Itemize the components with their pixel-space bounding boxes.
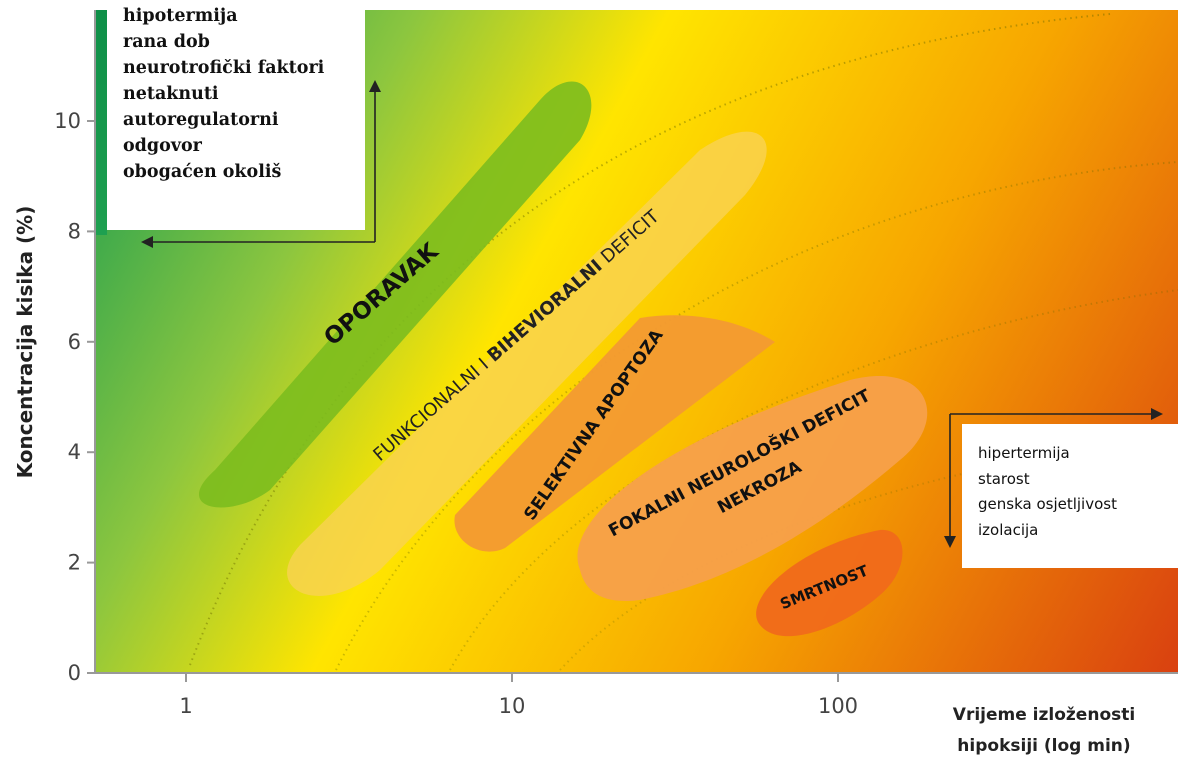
protective-factor: rana dob [123,32,210,52]
y-tick-label: 10 [54,109,81,133]
arrow-risk [949,413,1155,540]
protective-factors-box: hipotermija rana dob neurotrofički fakto… [107,0,365,230]
protective-factor: hipotermija [123,6,238,26]
iso-curve-1 [189,13,1111,666]
y-tick-label: 0 [68,661,81,685]
x-axis-title-line-1: Vrijeme izloženosti [953,705,1135,725]
x-tick-label: 100 [818,694,858,718]
x-ticks: 1 10 100 [179,673,858,718]
x-tick-label: 1 [179,694,192,718]
arrow-protective [150,88,376,243]
y-tick-label: 2 [68,551,81,575]
y-tick-label: 8 [68,219,81,243]
risk-factor: starost [978,469,1030,488]
y-tick-label: 6 [68,330,81,354]
arrowhead-up [369,80,381,92]
risk-factor: izolacija [978,520,1039,539]
risk-factors-box: hipertermija starost genska osjetljivost… [962,424,1178,568]
arrowhead-right [1151,408,1163,420]
risk-factor: hipertermija [978,444,1070,462]
protective-factor: neurotrofički faktori [123,58,325,78]
x-axis-title-line-2: hipoksiji (log min) [957,736,1130,756]
arrowhead-left [141,236,153,248]
y-tick-label: 4 [68,440,81,464]
y-axis-title: Koncentracija kisika (%) [13,206,37,479]
risk-factor: genska osjetljivost [978,495,1117,513]
protective-factor: netaknuti [123,84,219,104]
arrowhead-down [944,536,956,548]
zone-smrtnost: SMRTNOST [756,529,903,637]
left-edge-bar [95,10,107,235]
x-tick-label: 10 [499,694,526,718]
y-ticks: 0 2 4 6 8 10 [54,109,95,685]
protective-factor: odgovor [123,136,202,156]
protective-factor: obogaćen okoliš [123,162,282,182]
protective-factor: autoregulatorni [123,110,279,130]
